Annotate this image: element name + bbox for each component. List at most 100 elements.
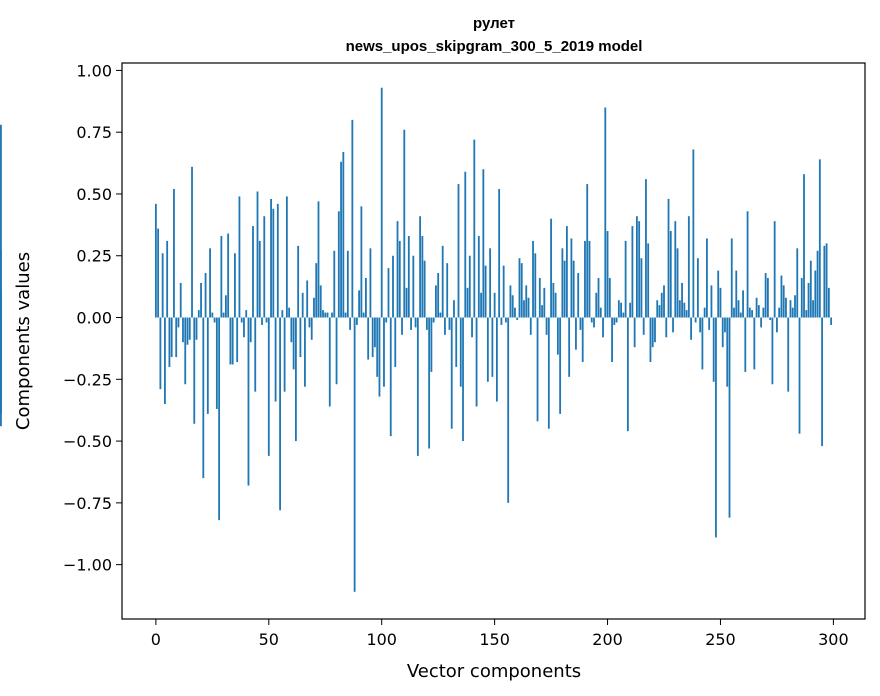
bars-group — [0, 87, 833, 592]
bar — [439, 312, 442, 318]
bar — [640, 258, 643, 318]
bar — [428, 317, 431, 449]
x-tick-label: 300 — [818, 630, 849, 649]
bar — [213, 317, 216, 323]
bar — [827, 287, 830, 318]
bar — [721, 317, 724, 348]
bar — [532, 240, 534, 318]
bar — [200, 282, 202, 318]
bar — [656, 300, 659, 318]
bar — [690, 317, 693, 340]
x-tick-label: 200 — [592, 630, 623, 649]
bar — [177, 317, 180, 328]
y-tick-label: −0.75 — [63, 494, 112, 513]
bar — [337, 211, 340, 318]
bar — [742, 290, 744, 318]
bar — [579, 317, 582, 330]
bar — [724, 317, 726, 333]
bar — [498, 189, 501, 318]
bar — [663, 285, 665, 318]
bar — [491, 317, 494, 377]
bar — [188, 317, 191, 340]
bar — [182, 317, 184, 343]
bar — [231, 317, 234, 365]
bar — [699, 317, 702, 333]
bar — [227, 233, 230, 318]
bar — [252, 226, 254, 318]
bar — [202, 317, 205, 479]
bar — [572, 260, 575, 318]
bar — [389, 317, 392, 437]
x-axis: 0 50 100 150 200 250 300 — [151, 619, 849, 649]
bar — [631, 226, 634, 318]
bar — [615, 317, 618, 323]
bar — [392, 255, 394, 318]
bar — [597, 277, 600, 318]
bar — [457, 184, 460, 318]
y-axis: −1.00 −0.75 −0.50 −0.25 0.00 0.25 0.50 0.75 1.00 — [63, 61, 122, 575]
bar — [685, 310, 688, 318]
bar — [306, 280, 309, 318]
bar — [283, 317, 286, 392]
bar — [247, 317, 250, 486]
y-tick-label: −0.50 — [63, 432, 112, 451]
bar — [419, 216, 422, 318]
bar — [477, 235, 480, 318]
bar — [437, 273, 440, 318]
bar — [665, 317, 668, 338]
bar — [401, 317, 403, 335]
bar — [507, 317, 510, 503]
bar — [270, 198, 272, 318]
bar — [818, 159, 821, 318]
bar — [414, 317, 417, 328]
bar — [645, 179, 647, 318]
bar — [606, 231, 609, 318]
bar — [279, 317, 281, 511]
bar — [726, 317, 729, 387]
bar — [263, 216, 266, 318]
bar — [803, 174, 805, 318]
bar — [310, 317, 313, 340]
bar — [206, 317, 209, 414]
bar — [681, 282, 683, 318]
bar — [748, 307, 751, 318]
bar — [301, 292, 304, 318]
bar — [717, 270, 720, 318]
bar — [281, 310, 284, 318]
bar — [245, 310, 248, 318]
bar — [234, 253, 236, 318]
bar — [730, 238, 733, 318]
bar — [482, 169, 485, 318]
bar — [509, 285, 512, 318]
bar — [712, 317, 715, 382]
bar — [184, 317, 187, 385]
bar — [495, 317, 498, 402]
bar — [322, 310, 324, 318]
bar — [674, 221, 677, 318]
bar — [410, 317, 412, 330]
bar — [556, 317, 559, 355]
bar — [168, 317, 171, 367]
bar — [529, 317, 532, 335]
bar — [611, 317, 613, 362]
chart-title: рулет — [473, 15, 515, 32]
bar — [0, 124, 2, 318]
bar — [565, 226, 568, 318]
bar — [464, 171, 467, 318]
bar — [728, 317, 731, 518]
bar — [468, 255, 471, 318]
bar — [304, 317, 306, 387]
bar — [624, 240, 627, 318]
bar — [435, 285, 437, 318]
bar — [816, 250, 819, 318]
bar — [197, 310, 200, 318]
bar — [365, 277, 367, 318]
bar — [633, 317, 636, 348]
bar — [324, 312, 327, 318]
bar — [602, 317, 604, 338]
bar — [416, 317, 419, 456]
bar — [209, 248, 211, 318]
bar — [654, 317, 656, 343]
